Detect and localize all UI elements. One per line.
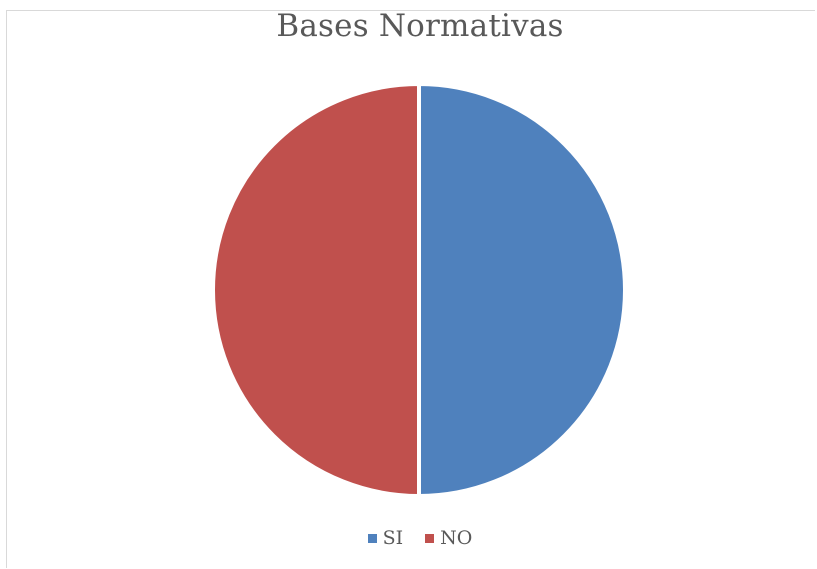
legend-item-no: NO — [425, 527, 472, 549]
chart-title: Bases Normativas — [276, 8, 564, 44]
pie-slice-si — [417, 82, 627, 498]
legend-swatch-no — [425, 533, 435, 543]
pie-slices — [211, 82, 627, 498]
legend-item-si: SI — [367, 527, 404, 549]
legend-label-no: NO — [440, 527, 473, 549]
legend: SI NO — [0, 523, 817, 553]
legend-swatch-si — [367, 533, 377, 543]
pie-slice-no — [211, 82, 421, 498]
legend-label-si: SI — [382, 527, 404, 549]
